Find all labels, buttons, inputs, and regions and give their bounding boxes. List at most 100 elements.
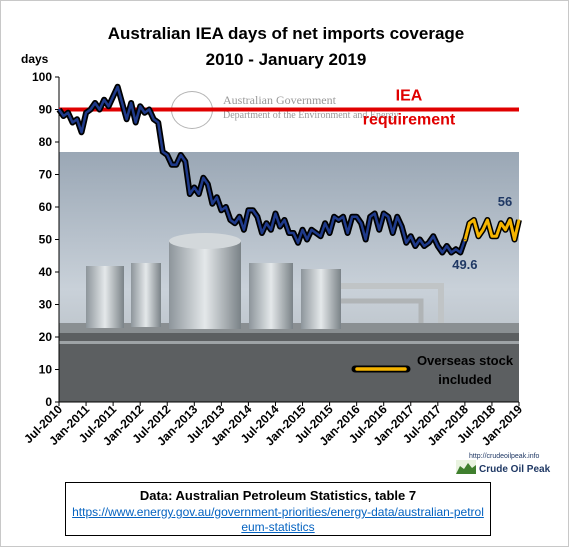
data-point-domestic <box>306 238 308 241</box>
data-point-domestic <box>184 160 187 163</box>
data-point-domestic <box>346 232 349 234</box>
data-point-domestic <box>76 118 78 121</box>
data-point-domestic <box>292 232 295 234</box>
data-point-domestic <box>391 232 394 234</box>
data-point-domestic <box>432 235 435 238</box>
data-point-domestic <box>225 206 227 208</box>
chart-title: Australian IEA days of net imports cover… <box>108 24 464 43</box>
oil-peak-logo-icon <box>456 460 476 474</box>
data-point-domestic <box>328 232 331 234</box>
data-point-domestic <box>170 163 173 166</box>
data-points <box>58 85 520 254</box>
data-point-overseas <box>518 219 520 221</box>
data-point-domestic <box>80 131 83 134</box>
data-point-overseas <box>473 219 475 221</box>
source-title: Data: Australian Petroleum Statistics, t… <box>139 488 417 503</box>
data-point-domestic <box>333 215 335 218</box>
data-point-domestic <box>207 183 209 186</box>
data-point-domestic <box>89 108 92 111</box>
logo-name: Crude Oil Peak <box>479 464 551 475</box>
data-point-domestic <box>274 212 277 215</box>
y-tick-label: 50 <box>39 233 53 247</box>
data-point-domestic <box>62 115 65 117</box>
data-point-domestic <box>261 232 263 234</box>
banner-line1: Australian Government <box>223 93 336 107</box>
data-point-domestic <box>364 238 367 241</box>
data-point-domestic <box>378 228 380 231</box>
data-point-domestic <box>85 111 87 114</box>
data-label-56: 56 <box>498 194 512 209</box>
iea-label-line1: IEA <box>396 88 423 105</box>
data-point-domestic <box>441 251 444 254</box>
y-tick-label: 90 <box>39 103 53 117</box>
data-point-domestic <box>94 102 96 104</box>
data-point-domestic <box>459 251 462 254</box>
logo-url: http://crudeoilpeak.info <box>469 453 540 460</box>
data-point-domestic <box>283 219 286 221</box>
data-point-domestic <box>188 193 191 195</box>
data-point-domestic <box>405 241 408 244</box>
data-point-domestic <box>125 118 128 121</box>
data-point-domestic <box>464 238 466 241</box>
data-point-domestic <box>455 248 457 251</box>
data-point-domestic <box>161 150 164 153</box>
data-point-domestic <box>288 232 290 234</box>
data-point-domestic <box>256 215 259 218</box>
data-point-domestic <box>337 219 340 221</box>
data-point-domestic <box>387 215 390 218</box>
data-point-domestic <box>202 176 205 179</box>
data-point-domestic <box>58 108 60 111</box>
data-point-domestic <box>193 186 196 189</box>
background-photo <box>59 152 519 402</box>
data-point-overseas <box>464 240 466 242</box>
data-point-domestic <box>351 215 353 218</box>
y-tick-label: 60 <box>39 200 53 214</box>
y-tick-label: 0 <box>45 395 52 409</box>
data-point-domestic <box>446 245 448 247</box>
data-point-domestic <box>103 98 105 101</box>
y-axis-label: days <box>21 52 49 66</box>
y-tick-label: 30 <box>39 298 53 312</box>
legend-label-line1: Overseas stock <box>417 353 514 368</box>
data-point-domestic <box>423 245 426 247</box>
y-tick-label: 70 <box>39 168 53 182</box>
legend-label-line2: included <box>438 372 492 387</box>
x-ticks: Jul-2010Jan-2011Jul-2011Jan-2012Jul-2012… <box>21 402 525 448</box>
data-point-domestic <box>355 215 358 218</box>
data-point-domestic <box>301 228 304 231</box>
data-point-domestic <box>310 228 313 231</box>
data-point-domestic <box>143 111 146 114</box>
y-tick-label: 80 <box>39 135 53 149</box>
y-tick-label: 40 <box>39 265 53 279</box>
data-point-overseas <box>500 222 502 225</box>
y-tick-label: 100 <box>32 70 52 84</box>
data-point-domestic <box>67 111 69 114</box>
data-point-domestic <box>238 215 241 218</box>
data-point-domestic <box>179 154 182 156</box>
legend: Overseas stock included <box>351 353 514 387</box>
source-link[interactable]: https://www.energy.gov.au/government-pri… <box>72 505 484 534</box>
data-point-domestic <box>342 215 344 218</box>
data-point-domestic <box>98 108 101 111</box>
y-ticks: 0 10 20 30 40 50 60 70 80 90 100 <box>32 70 59 409</box>
iea-label-line2: requirement <box>363 112 456 129</box>
data-point-overseas <box>482 228 484 231</box>
chart-subtitle: 2010 - January 2019 <box>206 50 367 69</box>
data-point-domestic <box>279 225 281 228</box>
data-point-domestic <box>450 251 453 254</box>
data-point-domestic <box>175 163 178 166</box>
data-point-domestic <box>121 102 123 104</box>
data-point-domestic <box>211 202 214 205</box>
data-point-domestic <box>112 95 114 98</box>
data-point-domestic <box>229 219 232 221</box>
data-point-domestic <box>252 209 254 212</box>
data-point-domestic <box>216 196 218 199</box>
data-point-domestic <box>382 212 385 215</box>
data-point-domestic <box>373 212 376 215</box>
data-point-domestic <box>157 121 160 124</box>
data-point-domestic <box>369 215 371 218</box>
series-layer <box>56 83 522 256</box>
data-point-domestic <box>220 209 223 212</box>
data-point-domestic <box>152 118 155 121</box>
data-label-49-6: 49.6 <box>452 257 477 272</box>
